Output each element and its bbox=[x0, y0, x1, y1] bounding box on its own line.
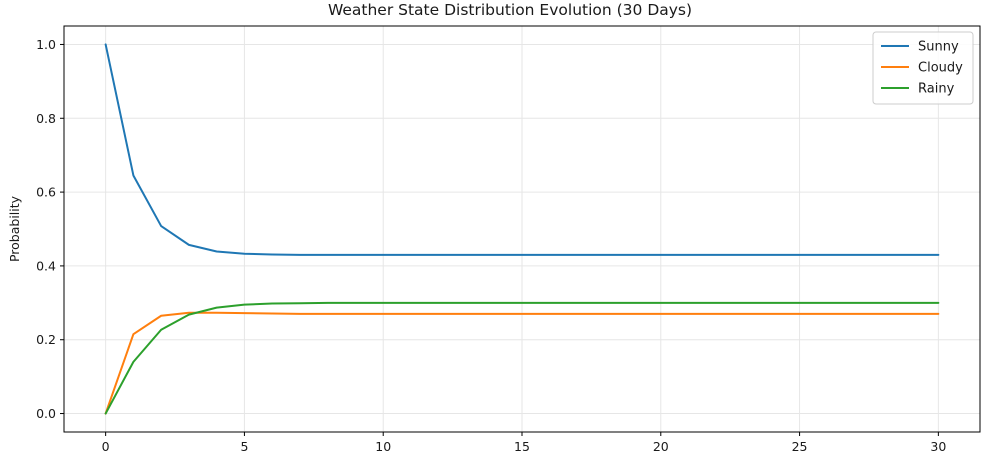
series-line-cloudy bbox=[104, 311, 940, 415]
x-tick-label: 0 bbox=[102, 439, 110, 454]
y-tick-label: 0.8 bbox=[36, 111, 56, 126]
legend-label-cloudy: Cloudy bbox=[918, 61, 963, 76]
grid-lines bbox=[64, 26, 980, 432]
y-tick-label: 0.6 bbox=[36, 185, 56, 200]
y-tick-label: 1.0 bbox=[36, 37, 56, 52]
series-line-rainy bbox=[104, 301, 940, 415]
legend-box bbox=[872, 31, 974, 105]
x-tick-label: 25 bbox=[792, 439, 808, 454]
legend: Sunny Cloudy Rainy bbox=[872, 31, 974, 105]
x-tick-label: 15 bbox=[514, 439, 530, 454]
y-tick-label: 0.0 bbox=[36, 406, 56, 421]
axis-ticks: 0 5 10 15 20 25 30 0.0 0.2 0.4 0.6 0.8 1.0 bbox=[36, 37, 946, 454]
series-layer bbox=[104, 43, 940, 415]
y-tick-label: 0.2 bbox=[36, 332, 56, 347]
legend-label-rainy: Rainy bbox=[918, 82, 955, 97]
chart-title: Weather State Distribution Evolution (30… bbox=[327, 1, 693, 19]
x-tick-label: 10 bbox=[375, 439, 391, 454]
x-tick-label: 30 bbox=[930, 439, 946, 454]
legend-label-sunny: Sunny bbox=[918, 40, 959, 55]
series-line-sunny bbox=[104, 43, 940, 256]
y-tick-label: 0.4 bbox=[36, 258, 56, 273]
y-axis-label: Probability bbox=[7, 195, 22, 262]
x-tick-label: 20 bbox=[653, 439, 669, 454]
x-tick-label: 5 bbox=[240, 439, 248, 454]
